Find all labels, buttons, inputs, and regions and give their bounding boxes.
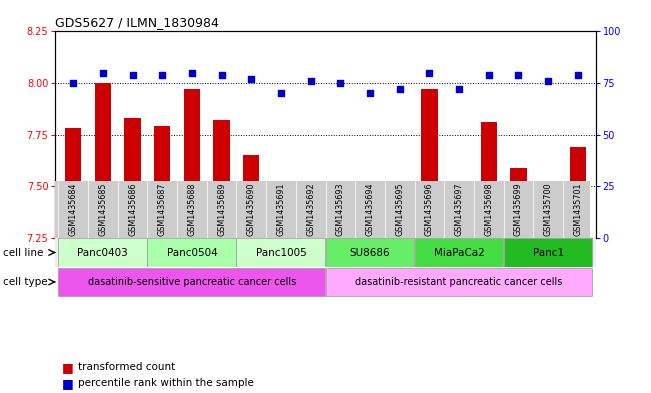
Text: GSM1435695: GSM1435695 [395, 182, 404, 236]
Text: ■: ■ [62, 376, 74, 390]
Text: GSM1435700: GSM1435700 [544, 182, 553, 236]
Bar [59, 238, 146, 267]
Bar [124, 118, 141, 238]
Bar [184, 89, 200, 238]
Point [276, 90, 286, 96]
Text: transformed count: transformed count [78, 362, 175, 373]
Bar [326, 238, 414, 267]
Bar [154, 126, 171, 238]
Bar [504, 238, 592, 267]
Text: cell line: cell line [3, 248, 44, 257]
Text: MiaPaCa2: MiaPaCa2 [434, 248, 484, 257]
Point [305, 78, 316, 84]
Bar [236, 238, 325, 267]
Bar [65, 129, 81, 238]
Text: GSM1435685: GSM1435685 [98, 182, 107, 236]
Point [128, 72, 138, 78]
Bar [451, 223, 467, 238]
Text: GSM1435691: GSM1435691 [277, 182, 286, 236]
Point [484, 72, 494, 78]
Bar [303, 182, 319, 238]
Point [335, 80, 346, 86]
Text: GSM1435693: GSM1435693 [336, 182, 345, 236]
Bar [415, 238, 503, 267]
Bar [362, 230, 378, 238]
Bar [243, 155, 260, 238]
Text: cell type: cell type [3, 277, 48, 287]
Bar [391, 217, 408, 238]
Point [424, 70, 435, 76]
Point [454, 86, 464, 92]
Text: GSM1435692: GSM1435692 [306, 182, 315, 236]
Text: GSM1435689: GSM1435689 [217, 182, 226, 236]
Bar [332, 192, 348, 238]
Bar [570, 147, 586, 238]
Text: percentile rank within the sample: percentile rank within the sample [78, 378, 254, 388]
Point [395, 86, 405, 92]
Point [543, 78, 553, 84]
Text: GSM1435698: GSM1435698 [484, 182, 493, 236]
Point [157, 72, 167, 78]
Bar [147, 238, 236, 267]
Text: dasatinib-resistant pancreatic cancer cells: dasatinib-resistant pancreatic cancer ce… [355, 277, 562, 287]
Text: GSM1435690: GSM1435690 [247, 182, 256, 236]
Point [98, 70, 108, 76]
Text: dasatinib-sensitive pancreatic cancer cells: dasatinib-sensitive pancreatic cancer ce… [88, 277, 296, 287]
Text: GSM1435684: GSM1435684 [68, 182, 77, 236]
Text: Panc1005: Panc1005 [256, 248, 307, 257]
Point [187, 70, 197, 76]
Text: SU8686: SU8686 [350, 248, 391, 257]
Text: GDS5627 / ILMN_1830984: GDS5627 / ILMN_1830984 [55, 16, 219, 29]
Bar [59, 268, 325, 296]
Point [365, 90, 375, 96]
Bar [480, 122, 497, 238]
Point [573, 72, 583, 78]
Text: Panc1: Panc1 [533, 248, 564, 257]
Text: GSM1435697: GSM1435697 [454, 182, 464, 236]
Text: ■: ■ [62, 361, 74, 374]
Bar [510, 167, 527, 238]
Text: Panc0504: Panc0504 [167, 248, 217, 257]
Text: GSM1435699: GSM1435699 [514, 182, 523, 236]
Text: GSM1435701: GSM1435701 [574, 182, 583, 236]
Bar [540, 211, 557, 238]
Point [513, 72, 523, 78]
Point [68, 80, 78, 86]
Text: Panc0403: Panc0403 [77, 248, 128, 257]
Text: GSM1435686: GSM1435686 [128, 182, 137, 236]
Text: GSM1435696: GSM1435696 [425, 182, 434, 236]
Text: GSM1435687: GSM1435687 [158, 182, 167, 236]
Point [246, 76, 256, 82]
Text: GSM1435688: GSM1435688 [187, 182, 197, 236]
Bar [421, 89, 437, 238]
Bar [273, 236, 289, 238]
Point [216, 72, 227, 78]
Text: GSM1435694: GSM1435694 [365, 182, 374, 236]
Bar [94, 83, 111, 238]
Bar [326, 268, 592, 296]
Bar [214, 120, 230, 238]
